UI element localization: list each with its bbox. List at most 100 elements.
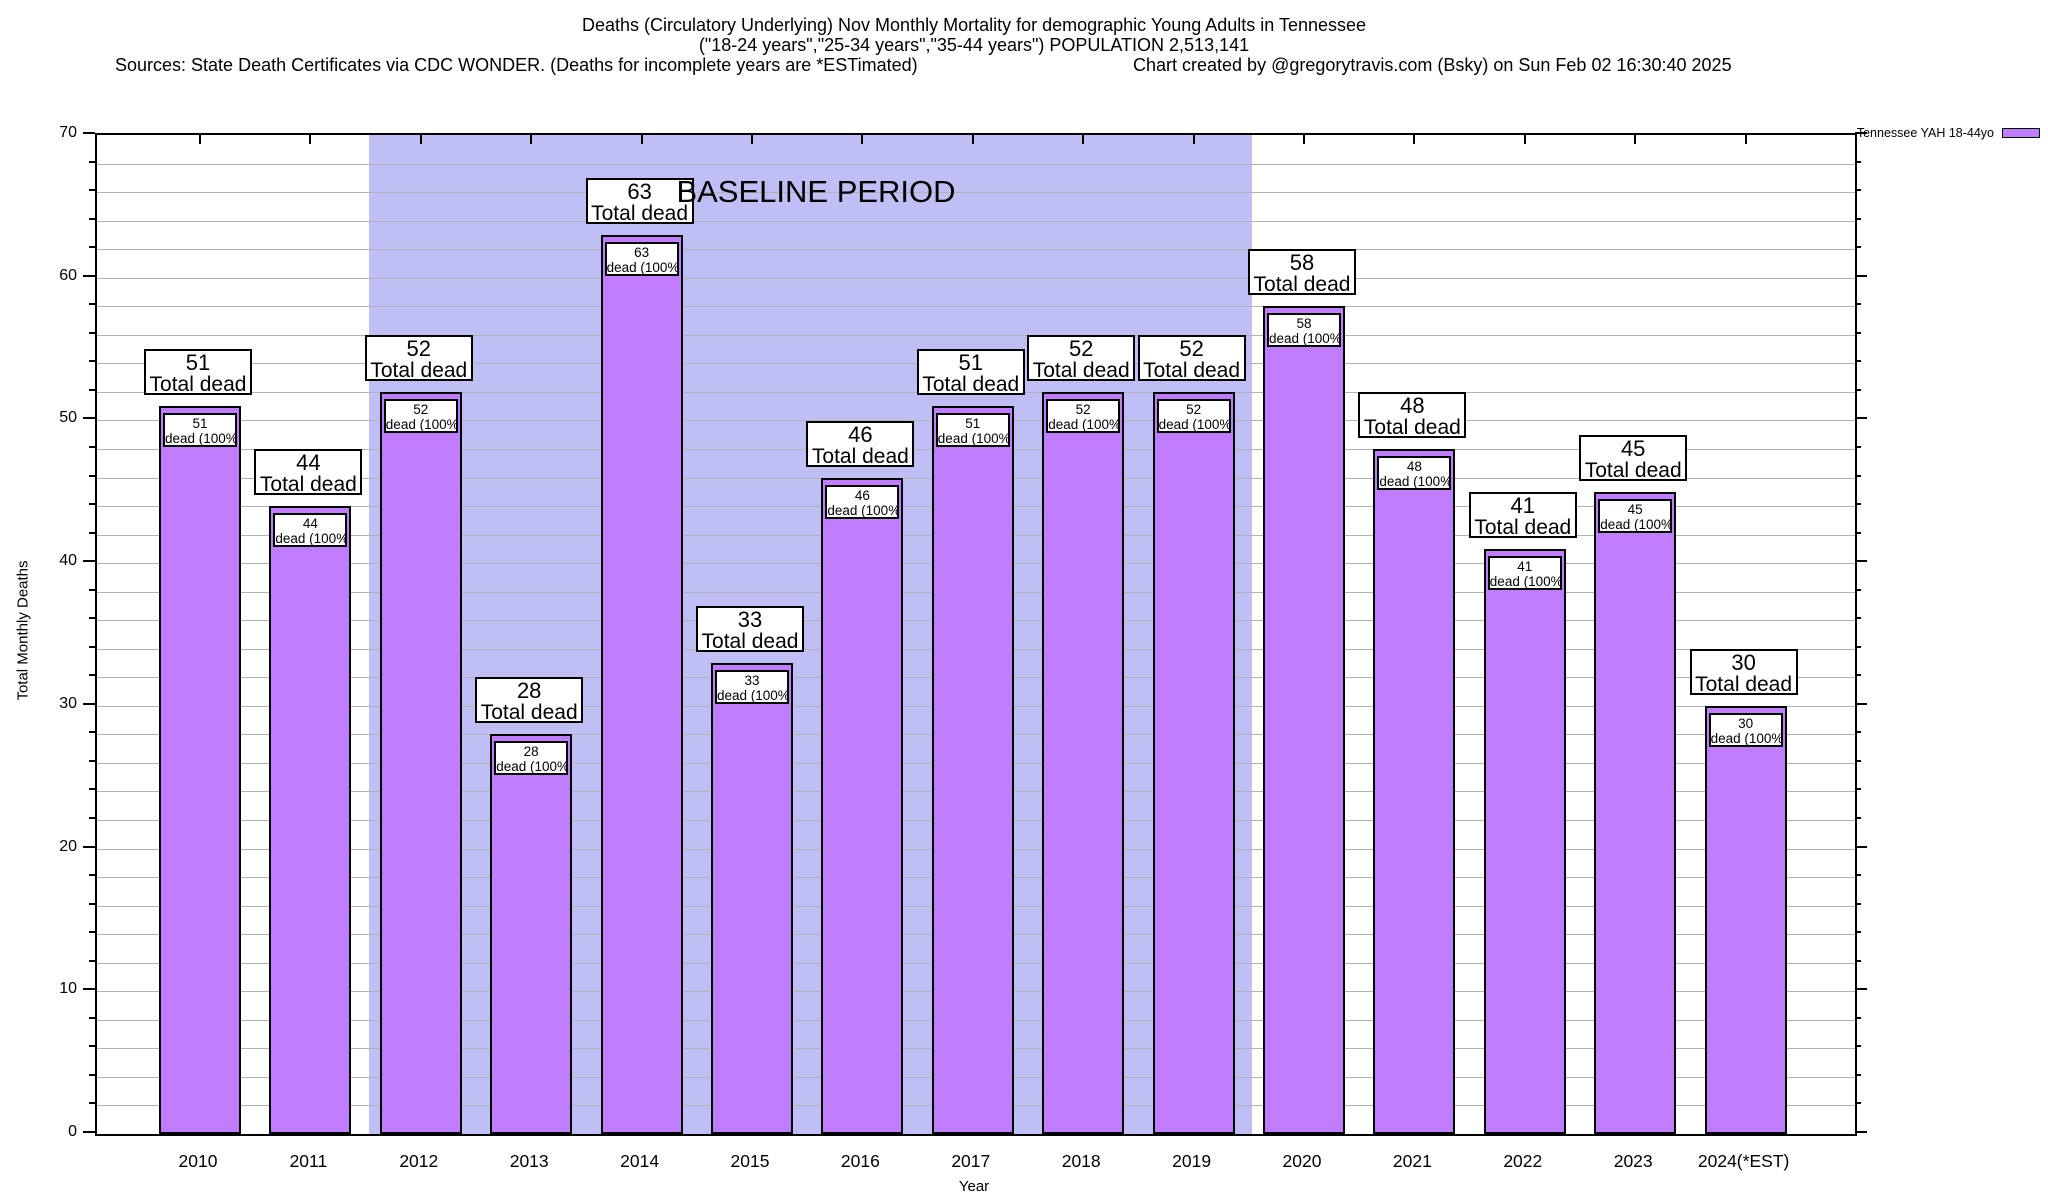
chart-subtitle: ("18-24 years","25-34 years","35-44 year…	[698, 35, 1250, 55]
x-tick-label: 2024(*EST)	[1697, 1151, 1790, 1171]
bar-outer-label-text: Total dead	[1695, 672, 1793, 696]
bar-inner-label: 44 dead (100%)	[273, 513, 348, 548]
bar-outer-label-text: Total dead	[591, 201, 689, 225]
y-axis-tick	[1855, 702, 1867, 705]
y-axis-tick	[83, 988, 95, 991]
x-tick-label: 2021	[1392, 1151, 1432, 1171]
bar-outer-label-value: 52	[406, 335, 432, 361]
bar-outer-label-value: 44	[296, 450, 321, 476]
bar-inner-label-value: 46	[854, 487, 870, 503]
bar: 33 dead (100%)	[711, 663, 793, 1134]
bar-inner-label: 63 dead (100%)	[604, 241, 679, 276]
y-axis-tick	[1855, 845, 1867, 848]
y-axis-tick	[89, 388, 95, 391]
bar-inner-label-value: 52	[1186, 401, 1202, 417]
chart-title: Deaths (Circulatory Underlying) Nov Mont…	[581, 15, 1367, 35]
y-axis-tick	[83, 132, 95, 134]
top-tick	[1413, 135, 1416, 144]
y-axis-tick	[89, 303, 95, 306]
gridline	[97, 277, 1855, 279]
bar-outer-label: 44 Total dead	[254, 449, 363, 497]
bar-inner-label: 30 dead (100%)	[1708, 712, 1783, 747]
top-tick	[1303, 135, 1305, 144]
y-axis-tick	[89, 788, 95, 791]
bar-outer-label-text: Total dead	[480, 701, 578, 725]
y-axis-tick	[1855, 474, 1861, 477]
y-axis-tick	[89, 1073, 95, 1076]
bar-inner-label-text: dead (100%)	[606, 259, 679, 275]
y-axis-tick	[89, 874, 95, 877]
y-axis-tick	[1855, 560, 1867, 563]
bar-inner-label-value: 45	[1627, 501, 1643, 517]
bar-inner-label-value: 41	[1517, 558, 1533, 574]
x-tick-label: 2022	[1503, 1151, 1543, 1171]
y-axis-tick	[1855, 217, 1861, 220]
bar-inner-label-text: dead (100%)	[1379, 473, 1452, 489]
gridline	[97, 192, 1855, 194]
bar-outer-label-text: Total dead	[811, 444, 909, 468]
bar-outer-label-text: Total dead	[259, 473, 357, 497]
top-tick	[1634, 135, 1637, 144]
y-axis-tick	[1855, 731, 1861, 734]
bar-outer-label-value: 52	[1179, 335, 1204, 361]
bar-outer-label-text: Total dead	[1032, 358, 1130, 382]
bar-outer-label: 30 Total dead	[1689, 648, 1798, 696]
bar-outer-label: 33 Total dead	[696, 606, 804, 653]
y-axis-tick	[89, 1016, 95, 1019]
bar: 51 dead (100%)	[159, 406, 241, 1134]
gridline	[97, 220, 1855, 222]
bar-inner-label-text: dead (100%)	[827, 502, 900, 518]
gridline	[97, 249, 1855, 251]
bar-inner-label-text: dead (100%)	[496, 759, 569, 775]
bar-outer-label-value: 51	[185, 350, 211, 376]
y-tick-label: 10	[59, 980, 77, 998]
bar-outer-label: 51 Total dead	[144, 349, 252, 396]
y-tick-label: 50	[59, 409, 77, 427]
bar-outer-label-text: Total dead	[1474, 515, 1572, 539]
bar-outer-label: 52 Total dead	[1137, 334, 1246, 381]
bar: 41 dead (100%)	[1483, 548, 1566, 1134]
bar-inner-label-value: 51	[192, 416, 208, 432]
legend-label: Tennessee YAH 18-44yo	[1856, 126, 1994, 140]
gridline	[97, 306, 1855, 308]
y-axis-tick	[1855, 274, 1867, 277]
top-tick	[309, 135, 312, 144]
x-tick-label: 2013	[509, 1151, 549, 1171]
top-tick	[199, 135, 201, 144]
bar-outer-label-value: 33	[737, 607, 763, 633]
bar: 52 dead (100%)	[1042, 391, 1125, 1134]
y-axis-tick	[83, 1131, 95, 1133]
y-tick-label: 70	[59, 124, 77, 141]
top-tick	[1744, 135, 1747, 144]
y-axis-tick	[1855, 1073, 1861, 1076]
y-axis-tick	[1855, 1102, 1861, 1105]
y-axis-tick	[89, 759, 95, 762]
y-tick-label: 30	[59, 694, 77, 712]
bar-inner-label: 33 dead (100%)	[715, 670, 789, 705]
y-axis-tick	[89, 474, 95, 477]
bar-inner-label-value: 51	[965, 416, 981, 432]
bar-outer-label-value: 46	[848, 421, 873, 447]
top-tick	[1523, 135, 1526, 144]
y-axis-tick	[1855, 874, 1861, 877]
bar: 51 dead (100%)	[931, 406, 1014, 1134]
bar-inner-label-text: dead (100%)	[165, 431, 237, 447]
bar-outer-label-text: Total dead	[1584, 458, 1682, 482]
x-tick-label: 2010	[178, 1151, 218, 1171]
bar-inner-label-value: 48	[1406, 458, 1422, 474]
top-tick	[640, 135, 643, 144]
y-axis-tick	[83, 417, 95, 420]
y-tick-label: 60	[59, 266, 77, 284]
bar: 46 dead (100%)	[821, 477, 904, 1134]
y-axis-tick	[1855, 959, 1861, 962]
bar-outer-label-text: Total dead	[1363, 415, 1461, 439]
y-axis-tick	[89, 1102, 95, 1105]
x-tick-label: 2023	[1613, 1151, 1653, 1171]
bar-inner-label: 52 dead (100%)	[1046, 398, 1121, 433]
y-axis-tick	[1855, 617, 1861, 620]
bar-outer-label-value: 63	[627, 178, 652, 204]
y-axis-tick	[1855, 331, 1861, 334]
legend: Tennessee YAH 18-44yo	[1857, 126, 2040, 140]
y-axis-tick	[89, 817, 95, 820]
y-axis-tick	[89, 617, 95, 620]
